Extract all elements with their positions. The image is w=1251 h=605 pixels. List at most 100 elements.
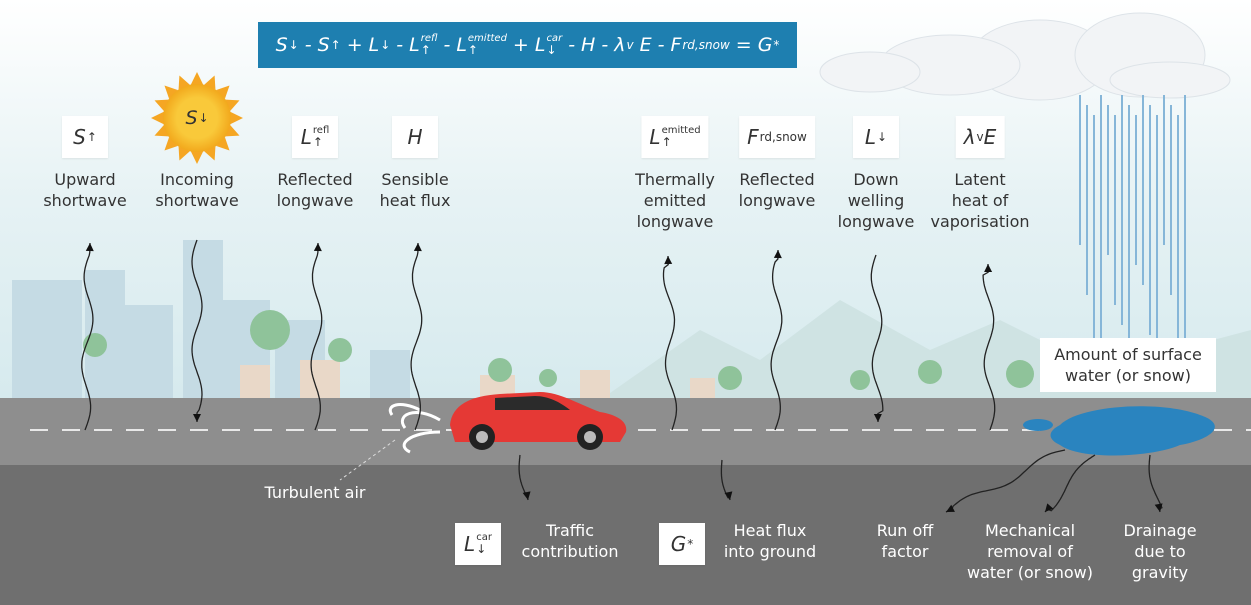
symbol-card: Frd,snow [739, 116, 815, 158]
symbol: S↓ [185, 107, 208, 129]
label-line: vaporisation [930, 211, 1029, 232]
subscript: ↑ [87, 131, 97, 143]
label-line: longwave [739, 190, 816, 211]
symbol-base: S [185, 107, 197, 129]
operator: - [601, 34, 608, 56]
script-stack: ↓ [877, 131, 887, 143]
script-stack: ↑ [87, 131, 97, 143]
label-line: shortwave [155, 190, 238, 211]
symbol: = [736, 34, 752, 56]
label-line: gravity [1123, 562, 1196, 583]
script-stack: refl↑ [313, 126, 329, 148]
top-label: Sensibleheat flux [380, 169, 451, 211]
label-line: Drainage [1123, 520, 1196, 541]
label-line: longwave [838, 211, 915, 232]
label-line: Thermally [635, 169, 715, 190]
symbol: Frd,snow [747, 125, 807, 149]
operator: - [658, 34, 665, 56]
label-line: longwave [277, 190, 354, 211]
label-line: emitted [635, 190, 715, 211]
subscript: ↓ [199, 112, 209, 124]
script-stack: emitted↑ [662, 126, 701, 148]
symbol-base: L [456, 34, 467, 56]
symbol: G* [671, 532, 694, 556]
script-stack: v [626, 39, 633, 51]
label-line: due to [1123, 541, 1196, 562]
turbulent-air-label: Turbulent air [265, 482, 366, 503]
label-line: Run off [877, 520, 934, 541]
symbol-base: G [671, 532, 687, 556]
operator: - [443, 34, 450, 56]
symbol: - [658, 34, 665, 56]
script-stack: ↓ [289, 39, 299, 51]
symbol-base: F [747, 125, 759, 149]
top-label: Reflectedlongwave [277, 169, 354, 211]
symbol-base: λ [964, 125, 976, 149]
scene [0, 0, 1251, 605]
symbol: Lrefl↑ [301, 125, 330, 149]
symbol-base: λ [614, 34, 625, 56]
symbol: H [407, 125, 422, 149]
symbol: + [347, 34, 363, 56]
symbol: L↓ [369, 34, 391, 56]
symbol: - [443, 34, 450, 56]
subscript: ↑ [662, 136, 701, 148]
bottom-label: Trafficcontribution [522, 520, 619, 562]
operator: - [568, 34, 575, 56]
symbol-card: G* [659, 523, 705, 565]
subscript: ↓ [476, 543, 492, 555]
script-stack: rd,snow [760, 131, 807, 143]
symbol: E [640, 34, 652, 56]
symbol-base: L [535, 34, 546, 56]
symbol: Lcar↓ [535, 34, 562, 56]
subscript: * [773, 39, 779, 51]
label-line: Incoming [155, 169, 238, 190]
script-stack: rd,snow [682, 39, 729, 51]
symbol-base: L [865, 125, 876, 149]
drain-label: Mechanicalremoval ofwater (or snow) [967, 520, 1093, 583]
symbol-base: E [984, 125, 997, 149]
symbol-card: Lrefl↑ [292, 116, 338, 158]
symbol-base: G [758, 34, 773, 56]
symbol: - [601, 34, 608, 56]
symbol-base: L [369, 34, 380, 56]
label-line: Mechanical [967, 520, 1093, 541]
label-line: Reflected [277, 169, 354, 190]
symbol-base: L [409, 34, 420, 56]
symbol: H [581, 34, 595, 56]
label-line: Latent [930, 169, 1029, 190]
subscript: ↑ [421, 44, 438, 56]
label-line: Sensible [380, 169, 451, 190]
script-stack: refl↑ [421, 34, 438, 56]
label-line: Amount of surface [1040, 344, 1216, 365]
label-line: shortwave [43, 190, 126, 211]
label-line: factor [877, 541, 934, 562]
symbol: S↓ [276, 34, 299, 56]
label-line: longwave [635, 211, 715, 232]
label-line: Reflected [739, 169, 816, 190]
symbol: λvE [964, 125, 997, 149]
label-line: Heat flux [724, 520, 816, 541]
symbol-base: S [73, 125, 86, 149]
label-line: welling [838, 190, 915, 211]
symbol: + [513, 34, 529, 56]
symbol-base: H [581, 34, 595, 56]
symbol: - [568, 34, 575, 56]
script-stack: ↓ [199, 112, 209, 124]
subscript: ↑ [313, 136, 329, 148]
operator: - [396, 34, 403, 56]
script-stack: ↓ [380, 39, 390, 51]
script-stack: * [773, 39, 779, 51]
symbol-card: S↑ [62, 116, 108, 158]
